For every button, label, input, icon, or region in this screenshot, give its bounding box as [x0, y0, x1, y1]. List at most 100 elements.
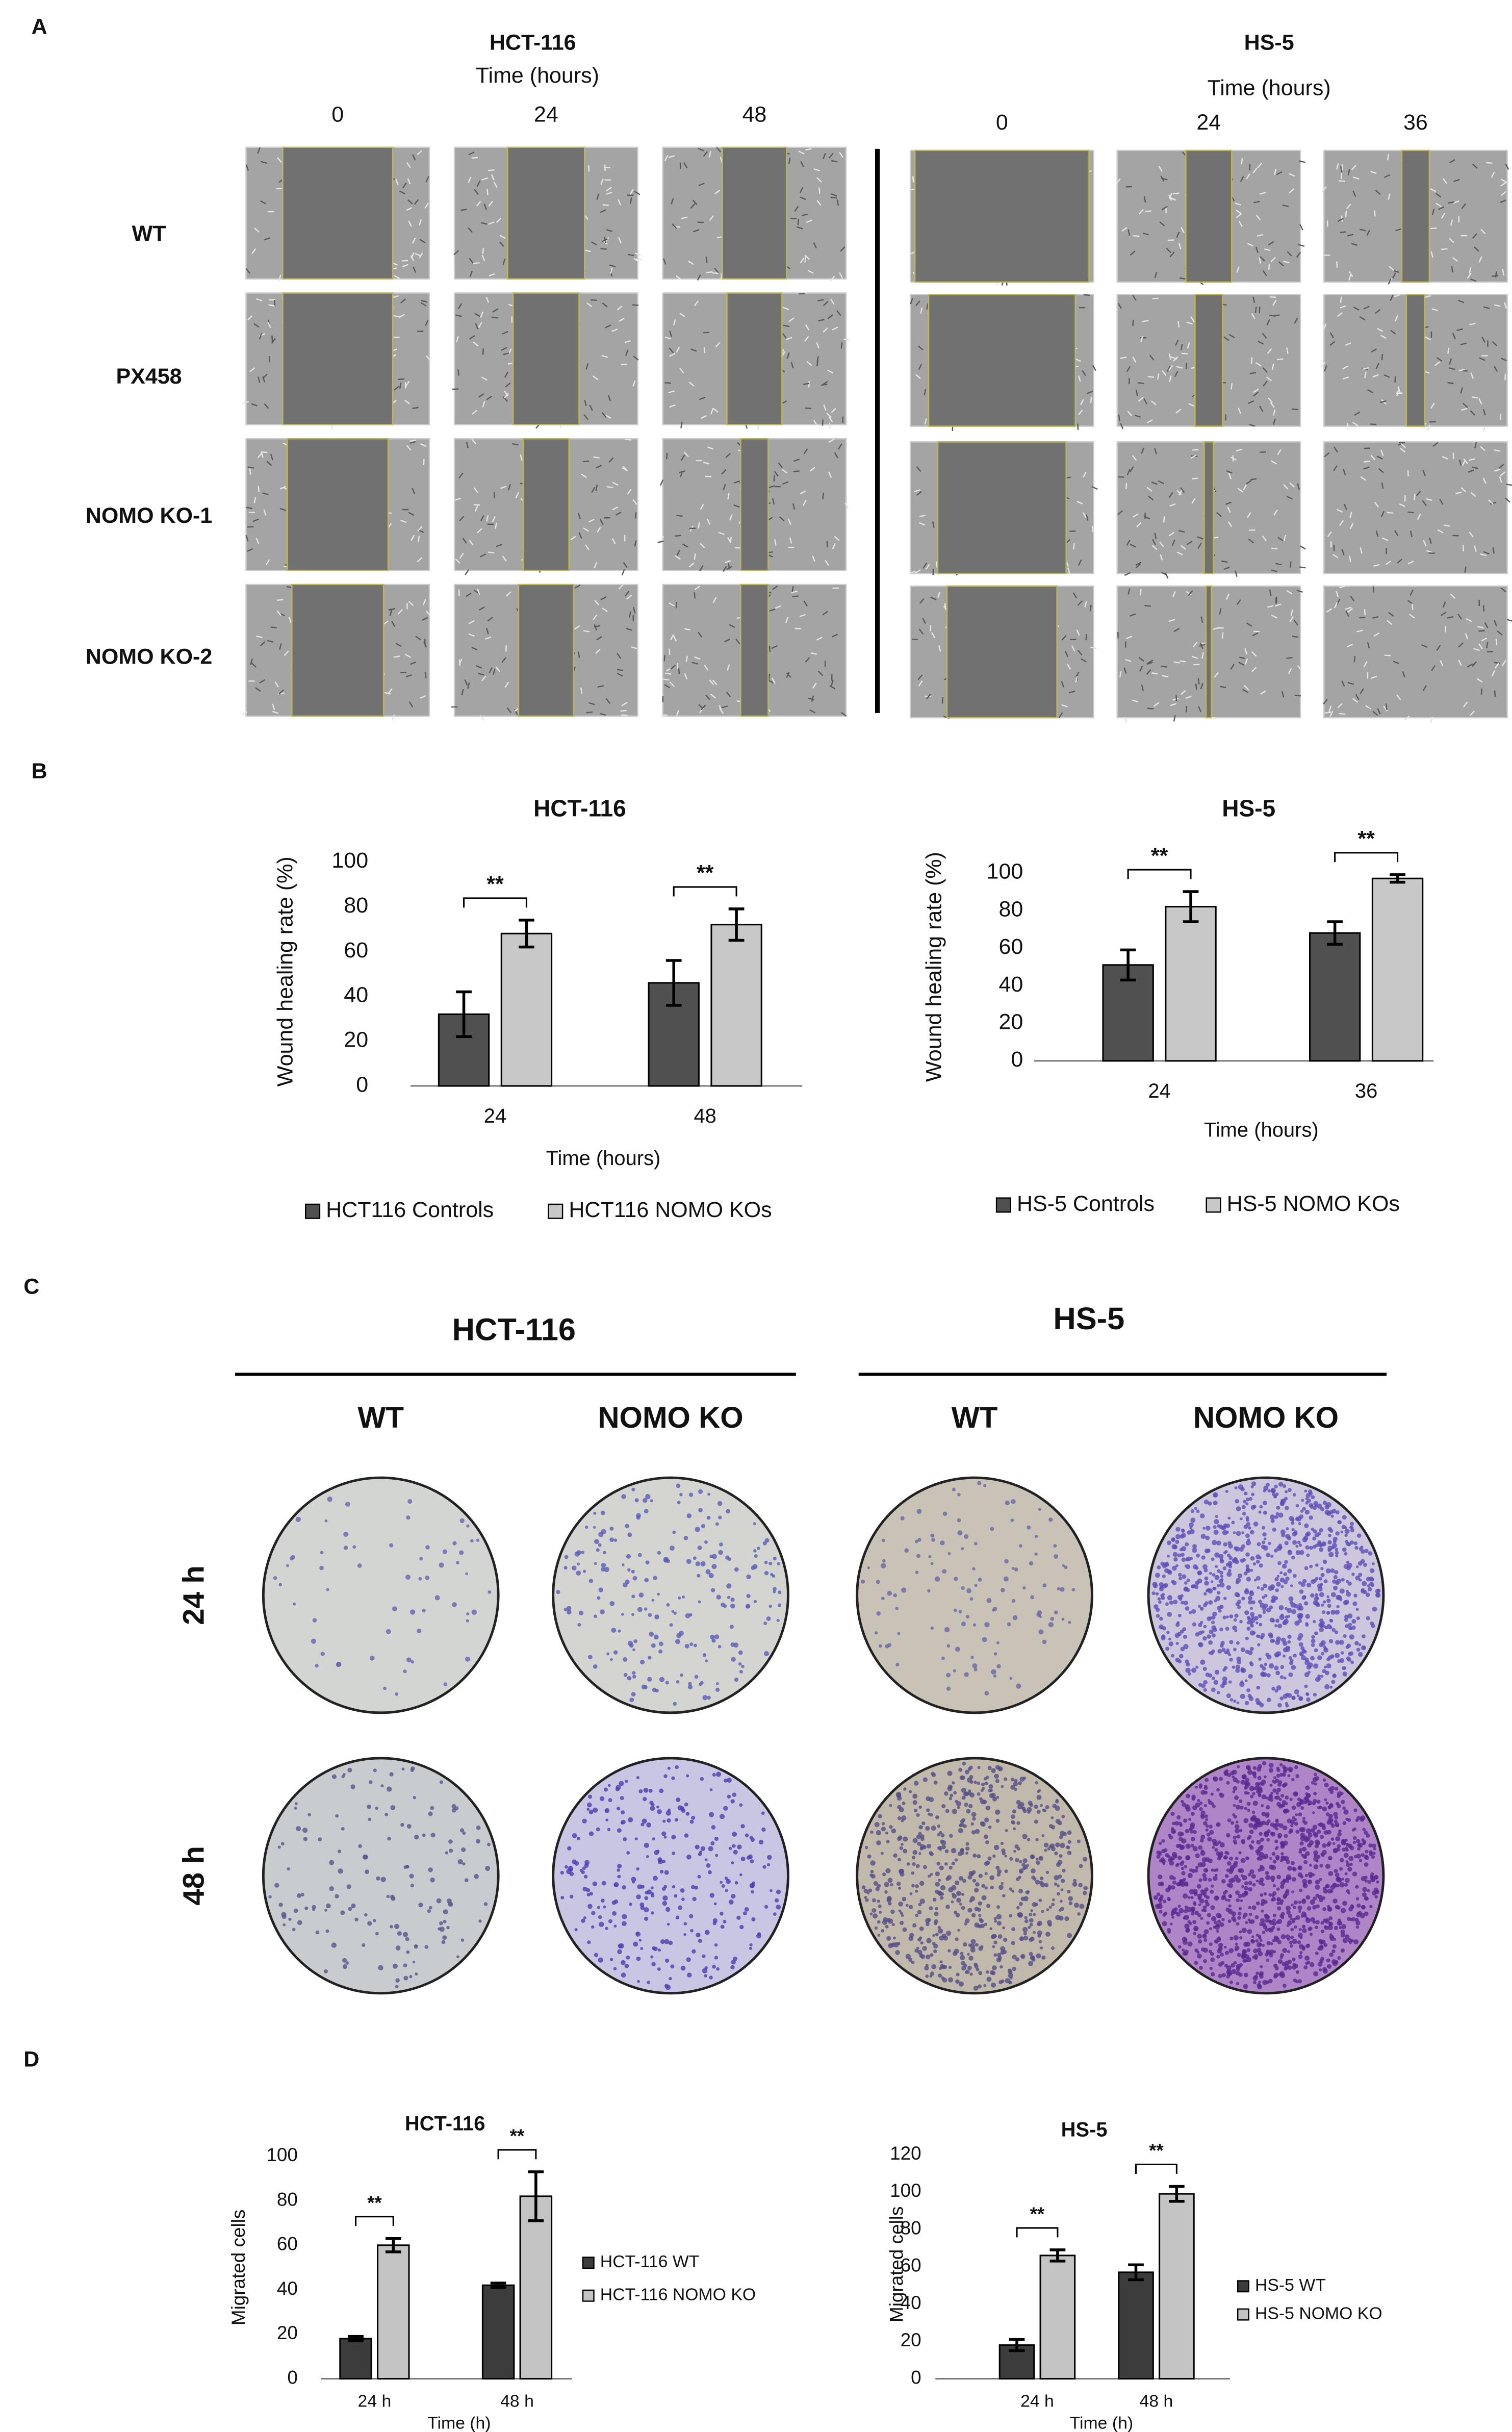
stained-cell — [1191, 1667, 1197, 1673]
stained-cell — [885, 1924, 889, 1929]
cell — [1480, 229, 1486, 235]
stained-cell — [1235, 1547, 1240, 1552]
cell — [1130, 250, 1136, 256]
stained-cell — [938, 1973, 942, 1978]
cell — [581, 473, 587, 478]
well-bg — [857, 1758, 1092, 1993]
stained-cell — [1235, 1668, 1240, 1673]
stained-cell — [1356, 1648, 1361, 1652]
cell — [259, 333, 263, 340]
stained-cell — [464, 1878, 469, 1883]
stained-cell — [1276, 1575, 1280, 1578]
cell — [482, 401, 485, 408]
stained-cell — [1247, 1929, 1252, 1934]
stained-cell — [1332, 1579, 1337, 1584]
stained-cell — [863, 1888, 868, 1893]
cell — [1498, 464, 1504, 469]
stained-cell — [1277, 1624, 1283, 1629]
stained-cell — [1251, 1600, 1255, 1605]
stained-cell — [1306, 1531, 1311, 1536]
stained-cell — [730, 1642, 735, 1647]
stained-cell — [1354, 1641, 1359, 1645]
stained-cell — [1173, 1544, 1178, 1550]
stained-cell — [1037, 1934, 1041, 1938]
stained-cell — [406, 1657, 412, 1663]
cell — [1126, 366, 1131, 372]
cell — [618, 237, 622, 243]
cell — [719, 705, 723, 712]
stained-cell — [940, 1964, 944, 1968]
stained-cell — [1219, 1627, 1223, 1632]
stained-cell — [1223, 1542, 1227, 1547]
stained-cell — [1018, 1876, 1021, 1879]
cell — [1223, 336, 1229, 341]
cell — [1453, 179, 1460, 182]
cell — [594, 562, 598, 569]
cell — [1409, 614, 1415, 619]
stained-cell — [996, 1921, 1002, 1926]
cell — [394, 386, 400, 391]
stained-cell — [971, 1812, 977, 1817]
wound-photo — [1116, 294, 1301, 429]
cell — [925, 564, 930, 570]
cell — [1452, 257, 1458, 262]
stained-cell — [955, 1937, 959, 1941]
cell — [1469, 322, 1476, 325]
stained-cell — [1228, 1878, 1234, 1884]
stained-cell — [666, 1603, 670, 1607]
stained-cell — [930, 1872, 933, 1876]
stained-cell — [961, 1795, 966, 1800]
cell — [472, 410, 478, 415]
stained-cell — [1054, 1882, 1058, 1886]
stained-cell — [1190, 1517, 1196, 1523]
stained-cell — [895, 1950, 900, 1955]
stained-cell — [1259, 1563, 1263, 1568]
stained-cell — [1275, 1618, 1279, 1623]
stained-cell — [576, 1836, 580, 1840]
stained-cell — [1009, 1914, 1013, 1918]
cell — [804, 256, 807, 263]
stained-cell — [1285, 1648, 1290, 1652]
stained-cell — [946, 1931, 952, 1936]
stained-cell — [1045, 1932, 1050, 1937]
stained-cell — [697, 1874, 701, 1879]
stained-cell — [967, 1908, 972, 1913]
cell — [1271, 363, 1274, 370]
stained-cell — [1048, 1622, 1054, 1628]
cell — [924, 389, 927, 396]
stained-cell — [699, 1851, 702, 1854]
cell — [1228, 473, 1232, 479]
cell — [584, 399, 587, 407]
stained-cell — [671, 1610, 675, 1613]
stained-cell — [1263, 1583, 1268, 1588]
stained-cell — [378, 1965, 383, 1971]
stained-cell — [1036, 1953, 1041, 1959]
cell — [1478, 398, 1482, 404]
stained-cell — [915, 1864, 920, 1868]
cell — [1226, 470, 1233, 474]
stained-cell — [867, 1566, 870, 1569]
stained-cell — [1189, 1522, 1194, 1528]
stained-cell — [605, 1927, 608, 1930]
stained-cell — [664, 1939, 670, 1944]
stained-cell — [1031, 1875, 1035, 1880]
cell — [1297, 665, 1302, 671]
stained-cell — [692, 1896, 697, 1902]
cell — [1144, 605, 1151, 607]
stained-cell — [680, 1673, 683, 1677]
cell — [1332, 553, 1339, 559]
stained-cell — [1215, 1565, 1218, 1568]
stained-cell — [711, 1638, 716, 1643]
cell — [1450, 593, 1456, 599]
stained-cell — [669, 1546, 675, 1551]
stained-cell — [655, 1688, 659, 1693]
cell — [1398, 442, 1405, 444]
stained-cell — [1212, 1540, 1217, 1546]
cell — [826, 541, 828, 548]
stained-cell — [427, 1909, 431, 1913]
cell — [288, 617, 292, 623]
stained-cell — [1242, 1511, 1246, 1516]
stained-cell — [403, 1963, 407, 1968]
cell — [1455, 491, 1462, 494]
cell — [391, 714, 395, 721]
